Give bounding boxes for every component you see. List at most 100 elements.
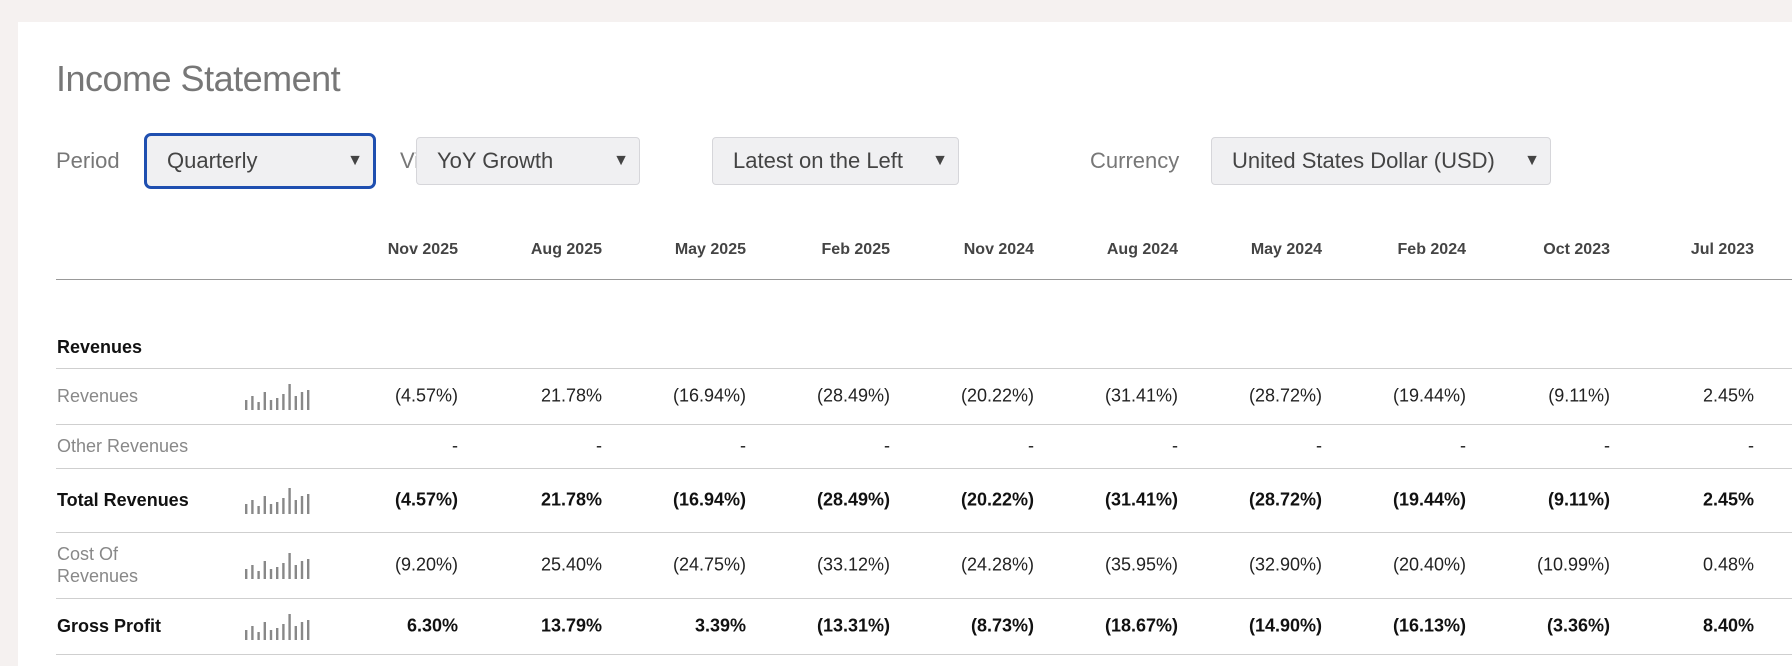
sparkline-bar [276,502,279,514]
sparkline-bar [245,400,248,410]
cell-value: (20.22%) [960,489,1034,510]
dropdown[interactable]: Latest on the Left ▼ [712,137,959,185]
cell-value: (3.36%) [1546,615,1610,636]
row-label: Gross Profit [57,616,162,636]
cell-value: 3.39% [694,615,746,636]
cell-value: (35.95%) [1104,554,1178,575]
sparkline-bar [257,402,260,410]
column-header: May 2024 [1250,241,1322,258]
column-header: Aug 2025 [530,241,602,258]
column-header: Jul 2023 [1690,241,1754,258]
cell-value: (31.41%) [1104,385,1178,406]
cell-value: (9.11%) [1547,489,1610,510]
cell-value: - [1460,435,1466,456]
cell-value: (8.73%) [970,615,1034,636]
cell-value: 8.40% [1702,615,1754,636]
sparkline-bar [269,400,273,410]
cell-value: (16.94%) [672,385,746,406]
sparkline-bar [307,390,310,410]
sparkline-bar [276,398,279,410]
sparkline-bar [282,498,285,514]
cell-value: (10.99%) [1536,554,1610,575]
cell-value: - [1748,435,1754,456]
cell-value: 25.40% [540,554,602,575]
cell-value: (16.94%) [672,489,746,510]
cell-value: 6.30% [406,615,458,636]
column-header: Aug 2024 [1106,241,1178,258]
control-label: Currency [1090,148,1180,173]
dropdown-value: YoY Growth [437,148,554,173]
sparkline-bar [251,626,254,640]
row-divider [56,424,1792,425]
sparkline-bar [245,569,248,579]
sparkline-bar [257,632,260,640]
cell-value: (19.44%) [1392,385,1466,406]
sparkline-icon [245,488,310,514]
sparkline-bar [263,496,266,514]
sparkline-icon [245,384,310,410]
cell-value: 2.45% [1702,385,1754,406]
sparkline-bar [300,392,304,410]
sparkline-bar [307,620,310,640]
row-divider [56,598,1792,599]
cell-value: (9.20%) [394,554,458,575]
cell-value: 21.78% [540,489,602,510]
sparkline-bar [307,559,310,579]
sparkline-bar [282,394,285,410]
cell-value: (20.40%) [1392,554,1466,575]
sparkline-bar [300,622,304,640]
sparkline-bar [251,565,254,579]
cell-value: - [740,435,746,456]
cell-value: (24.28%) [960,554,1034,575]
cell-value: - [1316,435,1322,456]
cell-value: (4.57%) [394,385,458,406]
dropdown[interactable]: United States Dollar (USD) ▼ [1211,137,1551,185]
sparkline-icon [245,553,310,579]
sparkline-bar [269,630,273,640]
sparkline-bar [269,569,273,579]
cell-value: - [596,435,602,456]
sparkline-bar [263,622,266,640]
row-label: Cost Of Revenues [57,544,139,586]
sparkline-bar [276,567,279,579]
cell-value: 0.48% [1702,554,1754,575]
cell-value: (13.31%) [816,615,890,636]
sparkline-icon [245,614,310,640]
row-divider [56,368,1792,369]
sparkline-bar [251,500,254,514]
column-header: Oct 2023 [1543,241,1610,258]
sparkline-bar [288,553,291,579]
page-title: Income Statement [56,58,341,99]
sparkline-bar [282,563,285,579]
sparkline-bar [288,384,291,410]
cell-value: (28.49%) [816,385,890,406]
sparkline-bar [300,496,304,514]
sparkline-bar [257,571,260,579]
sparkline-bar [245,504,248,514]
cell-value: (28.72%) [1248,489,1322,510]
cell-value: - [1172,435,1178,456]
cell-value: (19.44%) [1392,489,1466,510]
panel: Income Statement PeriodQuarterly▼ViewYoY… [18,22,1792,666]
cell-value: (16.13%) [1392,615,1466,636]
dropdown[interactable]: Quarterly ▼ [144,133,376,189]
dropdown-caret: ▼ [347,152,363,169]
sparkline-bar [294,626,297,640]
dropdown-caret: ▼ [1524,152,1540,169]
cell-value: (18.67%) [1104,615,1178,636]
sparkline-bar [294,500,297,514]
dropdown[interactable]: YoY Growth ▼ [416,137,640,185]
sparkline-bar [307,494,310,514]
dropdown-caret: ▼ [932,152,948,169]
sparkline-bar [276,628,279,640]
cell-value: 13.79% [540,615,602,636]
cell-value: - [1604,435,1610,456]
cell-value: (4.57%) [394,489,458,510]
row-label: Revenues [57,386,139,406]
dropdown-caret: ▼ [613,152,629,169]
sparkline-bar [257,506,260,514]
cell-value: 21.78% [540,385,602,406]
cell-value: (24.75%) [672,554,746,575]
sparkline-bar [251,396,254,410]
